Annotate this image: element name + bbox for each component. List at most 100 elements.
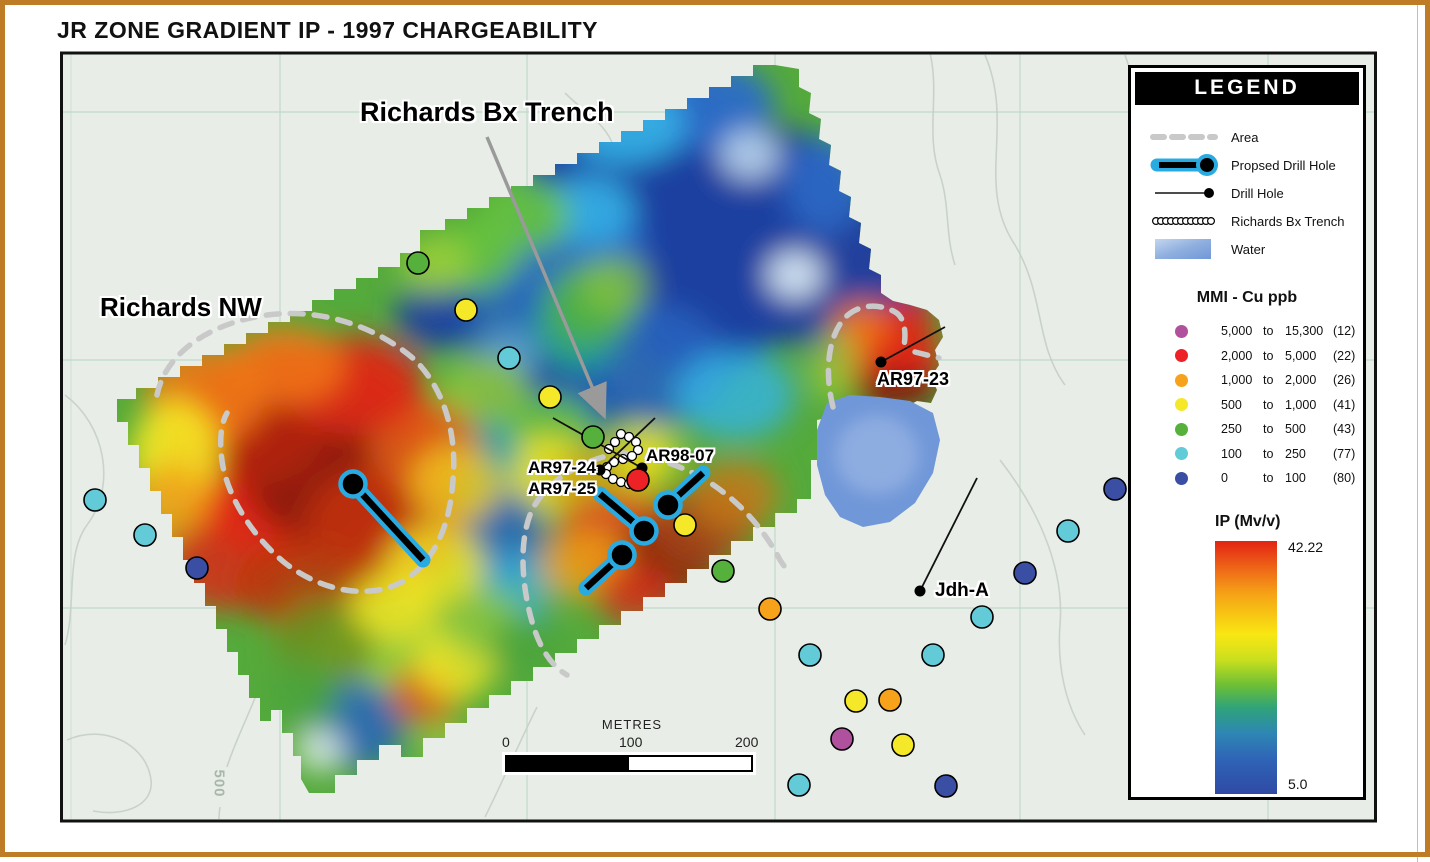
mmi-sample-dot — [406, 251, 430, 275]
mmi-sample-dot — [626, 468, 650, 492]
mmi-range-to-word: to — [1263, 446, 1274, 461]
drill-hole-icon — [1149, 186, 1231, 200]
margin-fold-line — [1417, 5, 1418, 862]
proposed-drill-collar — [653, 490, 683, 520]
mmi-legend-row: 100 to 250 (77) — [1175, 442, 1355, 467]
mmi-sample-count: (41) — [1333, 397, 1356, 412]
mmi-legend-row: 500 to 1,000 (41) — [1175, 393, 1355, 418]
mmi-samples-layer — [83, 251, 1127, 798]
label-jdh-a: Jdh-A — [935, 580, 989, 601]
legend-item-area: Area — [1149, 123, 1353, 151]
ip-min-value: 5.0 — [1288, 775, 1308, 792]
legend-item-water: Water — [1149, 235, 1353, 263]
mmi-sample-dot — [185, 556, 209, 580]
mmi-range-to: 250 — [1285, 446, 1306, 461]
mmi-sample-count: (12) — [1333, 324, 1356, 339]
mmi-sample-dot — [798, 643, 822, 667]
mmi-sample-dot — [921, 643, 945, 667]
scale-tick-0: 0 — [502, 734, 510, 750]
trench-circle — [609, 436, 621, 448]
legend-item-label: Propsed Drill Hole — [1231, 157, 1336, 173]
legend-item-drill-hole: Drill Hole — [1149, 179, 1353, 207]
label-richards-nw: Richards NW — [100, 292, 262, 322]
mmi-sample-dot — [787, 773, 811, 797]
legend-title: LEGEND — [1135, 72, 1359, 105]
mmi-sample-count: (80) — [1333, 471, 1356, 486]
mmi-range-from: 100 — [1221, 446, 1242, 461]
mmi-range-to-word: to — [1263, 397, 1274, 412]
mmi-legend-rows: 5,000 to 15,300 (12) 2,000 to 5,000 (22) 1,000 to… — [1175, 319, 1355, 491]
legend-item-trench: Richards Bx Trench — [1149, 207, 1353, 235]
mmi-color-dot — [1175, 422, 1188, 436]
label-ar97-25: AR97-25 — [527, 479, 596, 498]
mmi-sample-dot — [497, 346, 521, 370]
mmi-range-from: 500 — [1221, 397, 1242, 412]
proposed-drill-collar — [607, 540, 637, 570]
legend-item-proposed-drill-hole: Propsed Drill Hole — [1149, 151, 1353, 179]
mmi-sample-count: (22) — [1333, 348, 1356, 363]
legend-item-label: Water — [1231, 241, 1266, 257]
mmi-sample-dot — [970, 605, 994, 629]
mmi-range-from: 250 — [1221, 422, 1242, 437]
mmi-sample-dot — [1103, 477, 1127, 501]
legend-item-label: Drill Hole — [1231, 185, 1284, 201]
drill-hole-trace — [599, 417, 656, 471]
mmi-range-from: 2,000 — [1221, 348, 1253, 363]
label-richards-bx-trench: Richards Bx Trench — [360, 97, 614, 127]
scale-bar-black-half — [507, 757, 629, 770]
richards-bx-trench-icon — [1149, 215, 1231, 227]
label-ar97-24: AR97-24 — [527, 458, 596, 477]
drill-hole-trace — [880, 326, 946, 363]
scale-bar-white-half — [629, 757, 751, 770]
trench-circle — [626, 450, 638, 462]
mmi-range-from: 5,000 — [1221, 324, 1253, 339]
mmi-sample-dot — [581, 425, 605, 449]
proposed-drill-layer — [338, 465, 711, 596]
mmi-range-to: 100 — [1285, 471, 1306, 486]
mmi-sample-dot — [711, 559, 735, 583]
mmi-sample-dot — [83, 488, 107, 512]
proposed-drill-collar — [629, 516, 659, 546]
mmi-sample-dot — [1056, 519, 1080, 543]
proposed-drill-hole-icon — [1149, 152, 1231, 178]
map-frame — [60, 51, 1377, 823]
legend-item-label: Richards Bx Trench — [1231, 213, 1345, 229]
ip-scale-title: IP (Mv/v) — [1215, 512, 1281, 530]
scale-bar-ticks: 0 100 200 — [502, 734, 762, 752]
mmi-sample-dot — [454, 298, 478, 322]
ip-max-value: 42.22 — [1288, 538, 1324, 555]
mmi-color-dot — [1175, 398, 1188, 412]
mmi-range-to: 500 — [1285, 422, 1306, 437]
ip-scale-section: IP (Mv/v) 42.22 5.0 — [1131, 513, 1363, 803]
mmi-range-to-word: to — [1263, 324, 1274, 339]
legend-panel: LEGEND Area Propsed Drill Hole — [1128, 65, 1366, 800]
mmi-legend-row: 250 to 500 (43) — [1175, 417, 1355, 442]
mmi-range-to: 5,000 — [1285, 348, 1317, 363]
proposed-drill-collar — [338, 469, 368, 499]
contour-elevation-label: 500 — [210, 769, 228, 798]
ip-heatmap — [117, 65, 943, 793]
mmi-sample-dot — [891, 733, 915, 757]
mmi-section-title: MMI - Cu ppb — [1196, 289, 1298, 306]
mmi-sample-dot — [673, 513, 697, 537]
mmi-sample-dot — [830, 727, 854, 751]
ip-color-ramp — [1215, 540, 1277, 794]
mmi-color-dot — [1175, 324, 1188, 338]
legend-item-label: Area — [1231, 129, 1259, 145]
scale-bar: METRES 0 100 200 — [502, 717, 762, 775]
label-ar98-07: AR98-07 — [646, 446, 715, 465]
scale-bar-units: METRES — [601, 717, 663, 732]
mmi-range-to-word: to — [1263, 373, 1274, 388]
mmi-legend-row: 5,000 to 15,300 (12) — [1175, 319, 1355, 344]
mmi-range-from: 1,000 — [1221, 373, 1253, 388]
mmi-legend-row: 2,000 to 5,000 (22) — [1175, 344, 1355, 369]
mmi-sample-dot — [538, 385, 562, 409]
page-title: JR ZONE GRADIENT IP - 1997 CHARGEABILITY — [57, 17, 598, 43]
mmi-color-dot — [1175, 471, 1188, 485]
mmi-sample-dot — [758, 597, 782, 621]
mmi-sample-dot — [844, 689, 868, 713]
mmi-color-dot — [1175, 349, 1188, 363]
trench-callout-arrow — [485, 136, 607, 420]
mmi-sample-dot — [878, 688, 902, 712]
mmi-range-to-word: to — [1263, 422, 1274, 437]
